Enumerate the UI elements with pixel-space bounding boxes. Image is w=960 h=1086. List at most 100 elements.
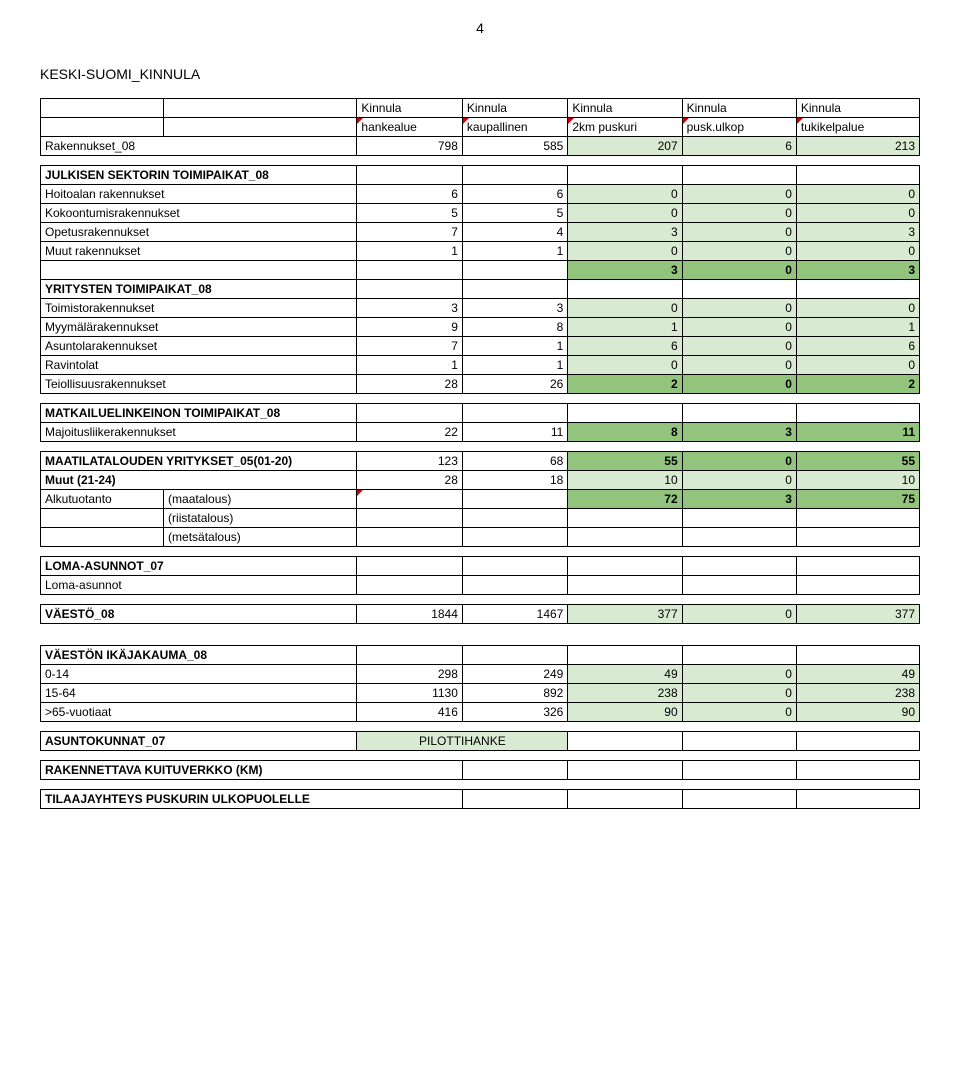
col-header: Kinnula: [357, 99, 462, 118]
row-label: 15-64: [41, 684, 357, 703]
cell: 6: [796, 337, 919, 356]
cell: 0: [682, 318, 796, 337]
col-header: Kinnula: [682, 99, 796, 118]
cell: 22: [357, 423, 462, 442]
cell: 5: [462, 204, 567, 223]
cell: 6: [357, 185, 462, 204]
cell: 0: [796, 356, 919, 375]
cell: 49: [796, 665, 919, 684]
table-row: 15-64 1130 892 238 0 238: [41, 684, 920, 703]
cell: 3: [796, 261, 919, 280]
cell: 2: [796, 375, 919, 394]
table-row: Asuntolarakennukset 7 1 6 0 6: [41, 337, 920, 356]
cell: 0: [682, 223, 796, 242]
row-label: VÄESTÖ_08: [41, 605, 357, 624]
cell: 0: [682, 471, 796, 490]
table-row: ASUNTOKUNNAT_07 PILOTTIHANKE: [41, 732, 920, 751]
section-header: JULKISEN SEKTORIN TOIMIPAIKAT_08: [41, 166, 357, 185]
row-label: MAATILATALOUDEN YRITYKSET_05(01-20): [41, 452, 357, 471]
cell: 238: [796, 684, 919, 703]
cell: 3: [462, 299, 567, 318]
table-row: Alkutuotanto (maatalous) 72 3 75: [41, 490, 920, 509]
cell: 1: [796, 318, 919, 337]
pilot-label: PILOTTIHANKE: [357, 732, 568, 751]
table-row: MAATILATALOUDEN YRITYKSET_05(01-20) 123 …: [41, 452, 920, 471]
table-row: 0-14 298 249 49 0 49: [41, 665, 920, 684]
table-row: Toimistorakennukset 3 3 0 0 0: [41, 299, 920, 318]
cell: 3: [568, 261, 682, 280]
cell: 123: [357, 452, 462, 471]
cell: 1844: [357, 605, 462, 624]
cell: 377: [796, 605, 919, 624]
col-header: Kinnula: [462, 99, 567, 118]
cell: 0: [568, 299, 682, 318]
cell: 249: [462, 665, 567, 684]
data-table: Kinnula Kinnula Kinnula Kinnula Kinnula …: [40, 98, 920, 809]
table-row: (riistatalous): [41, 509, 920, 528]
cell: 1: [462, 242, 567, 261]
col-subheader: kaupallinen: [462, 118, 567, 137]
table-row: Teiollisuusrakennukset 28 26 2 0 2: [41, 375, 920, 394]
cell: 0: [796, 204, 919, 223]
cell: 0: [682, 337, 796, 356]
cell: 207: [568, 137, 682, 156]
cell: 0: [682, 356, 796, 375]
cell: 3: [568, 223, 682, 242]
section-header: VÄESTÖN IKÄJAKAUMA_08: [41, 646, 357, 665]
cell: 90: [568, 703, 682, 722]
cell: 2: [568, 375, 682, 394]
page-title: KESKI-SUOMI_KINNULA: [40, 66, 920, 82]
cell: 0: [796, 242, 919, 261]
col-subheader: hankealue: [357, 118, 462, 137]
cell: 0: [568, 242, 682, 261]
col-header: Kinnula: [568, 99, 682, 118]
cell: 7: [357, 223, 462, 242]
cell: 585: [462, 137, 567, 156]
row-label: TILAAJAYHTEYS PUSKURIN ULKOPUOLELLE: [41, 790, 463, 809]
cell: 4: [462, 223, 567, 242]
row-label: Rakennukset_08: [41, 137, 357, 156]
row-label: Muut (21-24): [41, 471, 357, 490]
table-row: Opetusrakennukset 7 4 3 0 3: [41, 223, 920, 242]
cell: 0: [682, 375, 796, 394]
page-number: 4: [40, 20, 920, 36]
cell: 10: [568, 471, 682, 490]
cell: 416: [357, 703, 462, 722]
cell: 0: [568, 356, 682, 375]
cell: 0: [682, 261, 796, 280]
cell: 326: [462, 703, 567, 722]
row-label: Loma-asunnot: [41, 576, 357, 595]
cell: 0: [568, 185, 682, 204]
row-label: Asuntolarakennukset: [41, 337, 357, 356]
table-row: Myymälärakennukset 9 8 1 0 1: [41, 318, 920, 337]
cell: 6: [568, 337, 682, 356]
table-row: VÄESTÖ_08 1844 1467 377 0 377: [41, 605, 920, 624]
cell: 0: [682, 684, 796, 703]
table-subheader-row: hankealue kaupallinen 2km puskuri pusk.u…: [41, 118, 920, 137]
section-header-row: VÄESTÖN IKÄJAKAUMA_08: [41, 646, 920, 665]
cell: 3: [682, 423, 796, 442]
cell: 1: [462, 337, 567, 356]
section-header-row: JULKISEN SEKTORIN TOIMIPAIKAT_08: [41, 166, 920, 185]
row-label: Muut rakennukset: [41, 242, 357, 261]
cell: 9: [357, 318, 462, 337]
table-row: Muut rakennukset 1 1 0 0 0: [41, 242, 920, 261]
row-label: Kokoontumisrakennukset: [41, 204, 357, 223]
cell: 238: [568, 684, 682, 703]
row-sublabel: (metsätalous): [164, 528, 357, 547]
cell: 90: [796, 703, 919, 722]
cell: 11: [462, 423, 567, 442]
table-row: >65-vuotiaat 416 326 90 0 90: [41, 703, 920, 722]
table-row: RAKENNETTAVA KUITUVERKKO (KM): [41, 761, 920, 780]
cell: 0: [682, 665, 796, 684]
cell: 0: [682, 185, 796, 204]
row-label: Ravintolat: [41, 356, 357, 375]
row-label: Teiollisuusrakennukset: [41, 375, 357, 394]
row-label: Myymälärakennukset: [41, 318, 357, 337]
cell: 75: [796, 490, 919, 509]
cell: 298: [357, 665, 462, 684]
cell: 1: [568, 318, 682, 337]
subtotal-row: 3 0 3: [41, 261, 920, 280]
cell: 0: [682, 299, 796, 318]
cell: 7: [357, 337, 462, 356]
